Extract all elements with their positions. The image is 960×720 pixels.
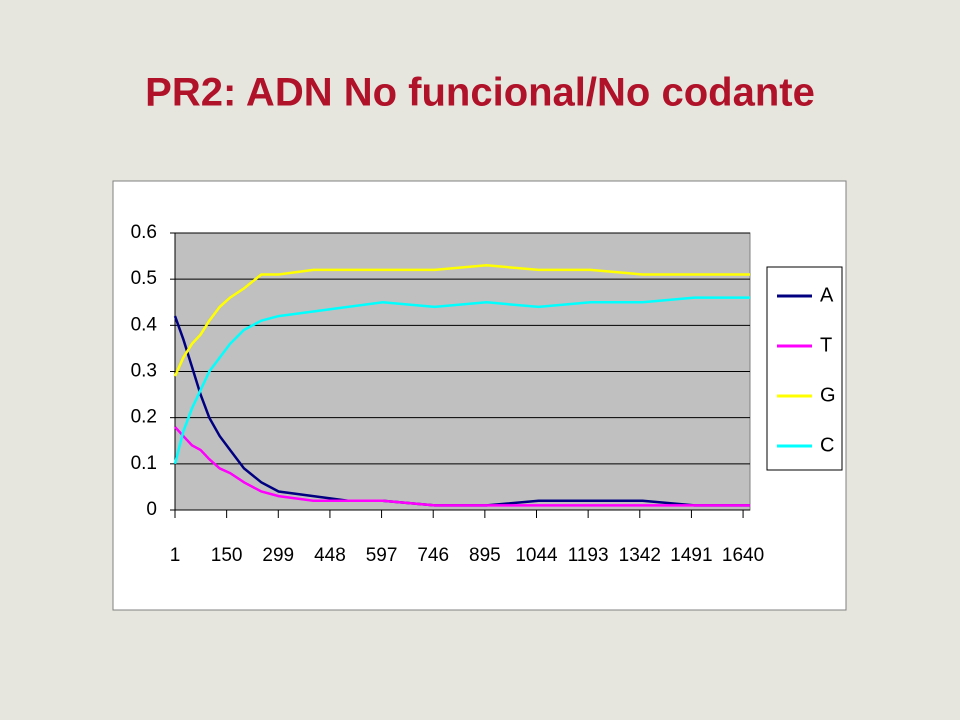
x-tick-label: 1193 — [568, 545, 609, 566]
legend-label: A — [820, 284, 834, 306]
x-tick-label: 1491 — [670, 545, 712, 566]
y-tick-label: 0.4 — [131, 314, 158, 335]
x-tick-label: 1342 — [619, 545, 661, 566]
series-line — [173, 264, 750, 377]
x-tick-label: 597 — [366, 545, 398, 566]
x-tick-label: 746 — [417, 545, 449, 566]
legend-label: C — [820, 434, 834, 456]
x-tick-label: 299 — [262, 545, 294, 566]
y-tick-label: 0.5 — [131, 268, 157, 289]
y-tick-label: 0.6 — [131, 222, 157, 243]
x-tick-label: 1 — [170, 545, 181, 566]
legend-box — [766, 266, 843, 471]
series-line — [173, 315, 750, 507]
y-tick-label: 0.2 — [131, 407, 157, 428]
y-tick-label: 0.1 — [131, 453, 157, 474]
slide-title: PR2: ADN No funcional/No codante — [145, 71, 815, 115]
x-tick-label: 1044 — [515, 545, 558, 566]
legend-label: T — [820, 334, 832, 356]
series-line — [174, 426, 750, 507]
y-tick-label: 0.3 — [131, 361, 157, 382]
y-tick-label: 0 — [146, 499, 157, 520]
series-line — [173, 296, 750, 465]
x-tick-label: 150 — [211, 545, 243, 566]
x-tick-label: 1640 — [722, 545, 764, 566]
x-tick-label: 895 — [469, 545, 501, 566]
legend-label: G — [820, 384, 836, 406]
x-tick-label: 448 — [314, 545, 346, 566]
